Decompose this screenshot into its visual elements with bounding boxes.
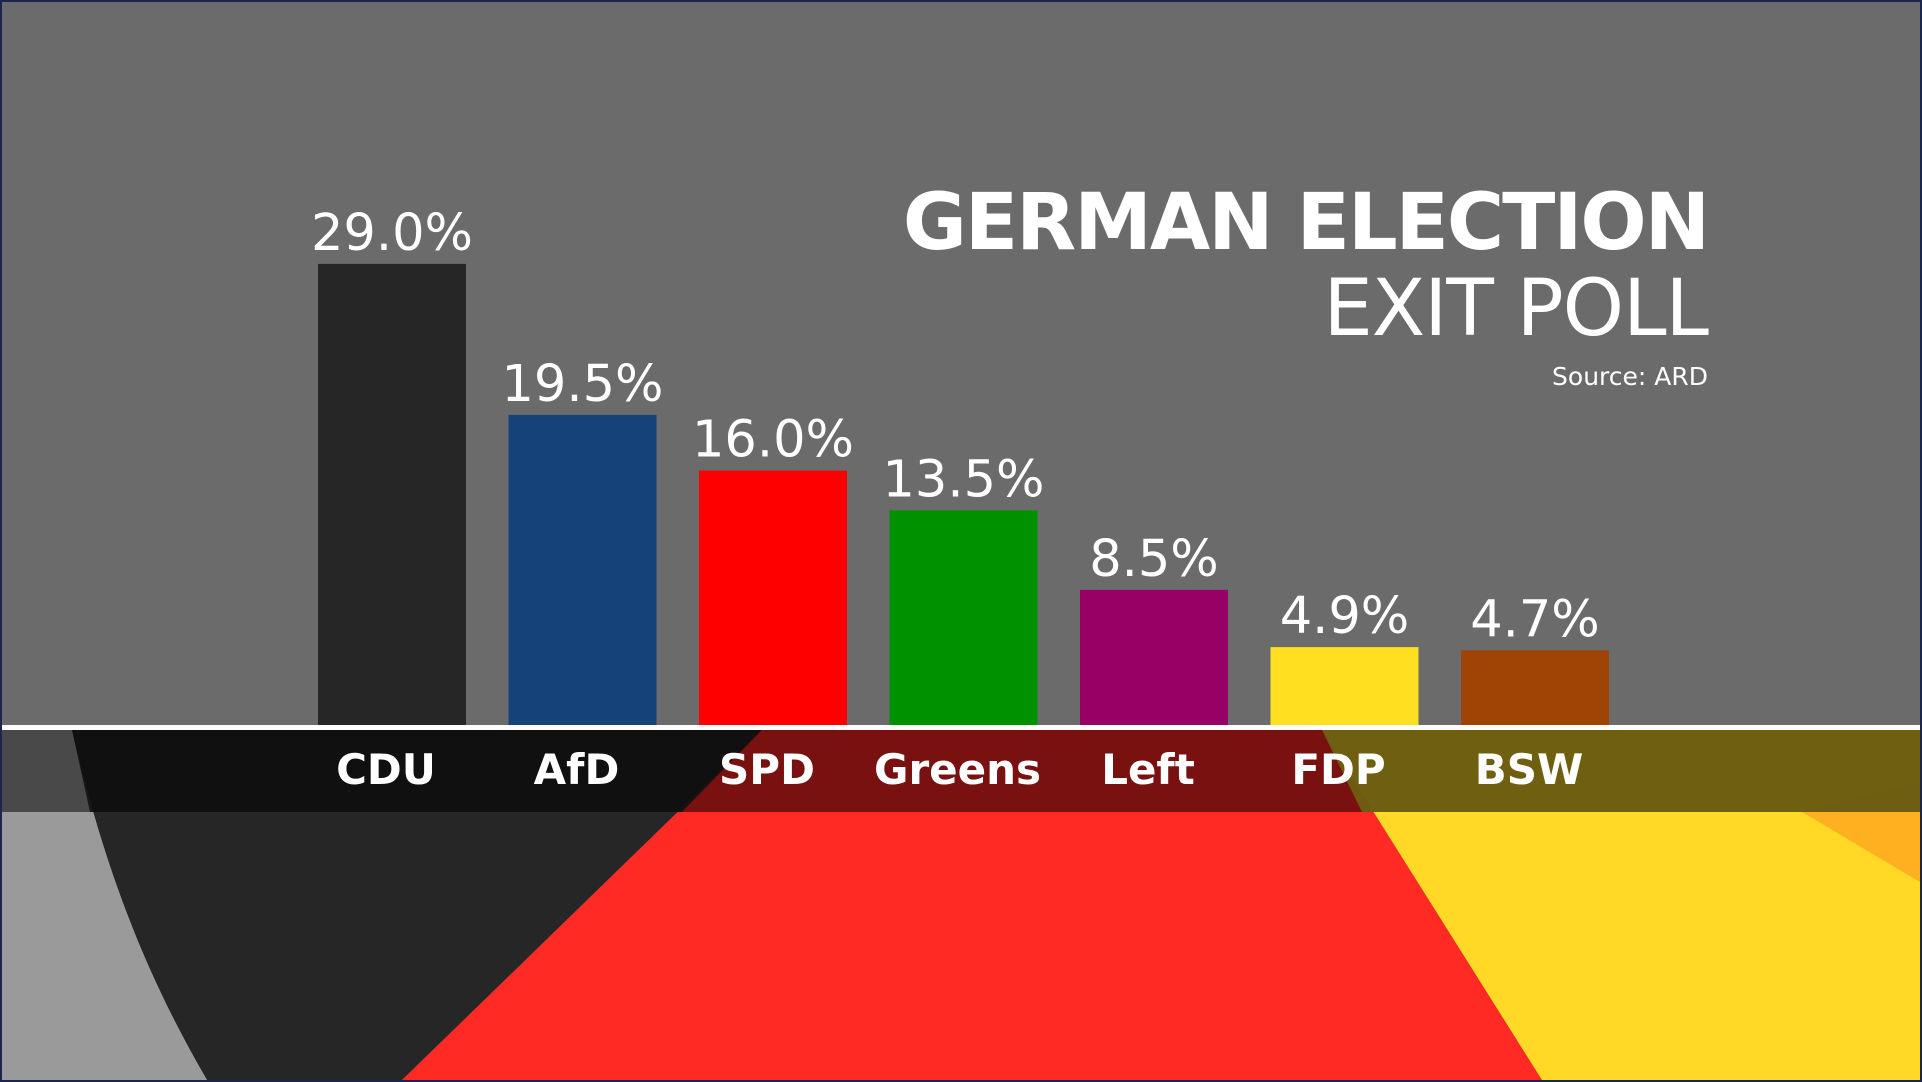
- bar-bsw: [1461, 650, 1609, 725]
- value-labels-layer: 29.0% 19.5% 16.0% 13.5% 8.5% 4.9% 4.7%: [311, 204, 1600, 649]
- bg-red-wedge: [402, 730, 1542, 1080]
- value-label-bsw: 4.7%: [1470, 590, 1600, 649]
- category-label-left: Left: [1101, 745, 1195, 794]
- value-label-cdu: 29.0%: [311, 204, 473, 263]
- value-label-afd: 19.5%: [501, 355, 663, 414]
- source-note: Source: ARD: [1552, 362, 1708, 391]
- category-label-bsw: BSW: [1475, 745, 1584, 794]
- bar-fdp: [1270, 647, 1419, 725]
- value-label-spd: 16.0%: [692, 411, 854, 470]
- category-label-greens: Greens: [874, 745, 1041, 794]
- value-label-greens: 13.5%: [882, 450, 1044, 509]
- category-label-fdp: FDP: [1291, 745, 1385, 794]
- bar-afd: [508, 414, 657, 725]
- bar-left: [1080, 589, 1228, 725]
- category-label-cdu: CDU: [336, 745, 436, 794]
- category-labels-layer: CDU AfD SPD Greens Left FDP BSW: [336, 745, 1583, 794]
- baseline: [2, 725, 1920, 730]
- band-dark-section: [2, 730, 90, 812]
- band-red-section: [682, 730, 1362, 812]
- band-dark-arc: [72, 730, 762, 812]
- bg-light-corner: [2, 730, 207, 1080]
- bg-dark-sweep: [72, 730, 762, 1080]
- value-label-fdp: 4.9%: [1280, 587, 1410, 646]
- bar-cdu: [318, 263, 466, 725]
- category-label-spd: SPD: [719, 745, 815, 794]
- bar-greens: [889, 510, 1038, 725]
- bg-gold-wedge: [1322, 730, 1920, 1080]
- chart-subtitle: EXIT POLL: [1323, 264, 1709, 354]
- band-gold-section: [1322, 730, 1920, 812]
- category-label-afd: AfD: [534, 745, 620, 794]
- title-block: GERMAN ELECTION EXIT POLL Source: ARD: [902, 178, 1710, 391]
- chart-title: GERMAN ELECTION: [902, 178, 1710, 268]
- bars-layer: [318, 263, 1609, 725]
- bar-spd: [699, 470, 847, 725]
- value-label-left: 8.5%: [1089, 530, 1219, 589]
